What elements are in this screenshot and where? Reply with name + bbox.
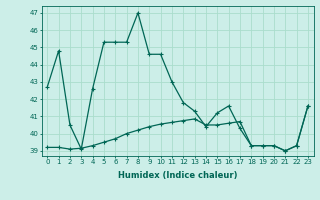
X-axis label: Humidex (Indice chaleur): Humidex (Indice chaleur) (118, 171, 237, 180)
